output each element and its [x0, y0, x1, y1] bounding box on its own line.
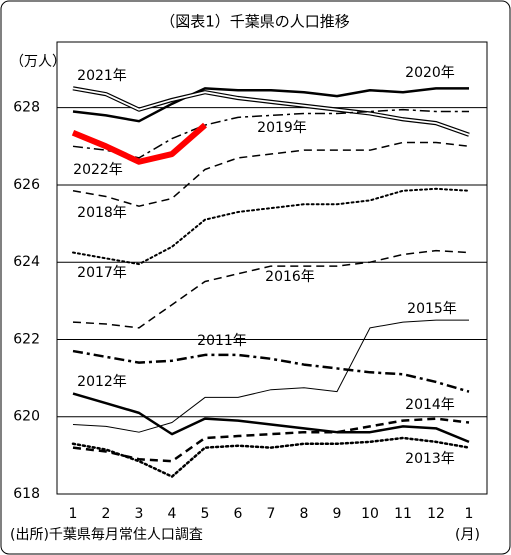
x-tick-label: 9: [333, 506, 342, 522]
x-axis-label: (月): [455, 527, 480, 543]
series-label: 2018年: [77, 205, 127, 221]
y-tick-label: 626: [13, 177, 40, 193]
series-line: [72, 108, 469, 159]
y-tick-label: 624: [13, 254, 40, 270]
x-tick-label: 11: [394, 506, 412, 522]
series-label: 2019年: [257, 120, 307, 136]
x-tick-label: 2: [102, 506, 111, 522]
x-tick-label: 12: [427, 506, 445, 522]
x-tick-label: 7: [267, 506, 276, 522]
series-label: 2015年: [407, 301, 457, 317]
y-tick-label: 628: [13, 100, 40, 116]
series-label: 2014年: [405, 397, 455, 413]
chart-title: （図表1）千葉県の人口推移: [160, 13, 350, 31]
series-line: [72, 392, 470, 444]
x-tick-label: 1: [69, 506, 78, 522]
x-tick-label: 8: [300, 506, 309, 522]
y-axis-label: （万人）: [10, 54, 66, 70]
series-line: [72, 249, 470, 329]
x-tick-label: 6: [234, 506, 243, 522]
series-line: [72, 349, 470, 393]
series-line: [72, 187, 470, 266]
series-label: 2016年: [265, 269, 315, 285]
source: (出所)千葉県毎月常住人口調査: [10, 527, 203, 543]
series-line-inner: [72, 87, 470, 136]
series-label: 2013年: [405, 451, 455, 467]
y-tick-label: 622: [13, 331, 40, 347]
x-tick-label: 5: [201, 506, 210, 522]
series-line: [72, 417, 470, 463]
series-line: [71, 436, 471, 478]
series-label: 2020年: [405, 65, 455, 81]
series-line: [72, 141, 470, 207]
x-tick-label: 3: [135, 506, 144, 522]
series-label: 2012年: [77, 374, 127, 390]
y-tick-label: 618: [13, 486, 40, 502]
series-label: 2011年: [197, 333, 247, 349]
x-tick-label: 1: [465, 506, 474, 522]
series-line: [71, 122, 207, 165]
x-tick-label: 4: [168, 506, 177, 522]
series-label: 2017年: [77, 265, 127, 281]
series-line: [72, 319, 469, 433]
series-label: 2021年: [77, 68, 127, 84]
series-line: [72, 87, 469, 123]
y-tick-label: 620: [13, 409, 40, 425]
series-label: 2022年: [73, 162, 123, 178]
x-tick-label: 10: [361, 506, 379, 522]
